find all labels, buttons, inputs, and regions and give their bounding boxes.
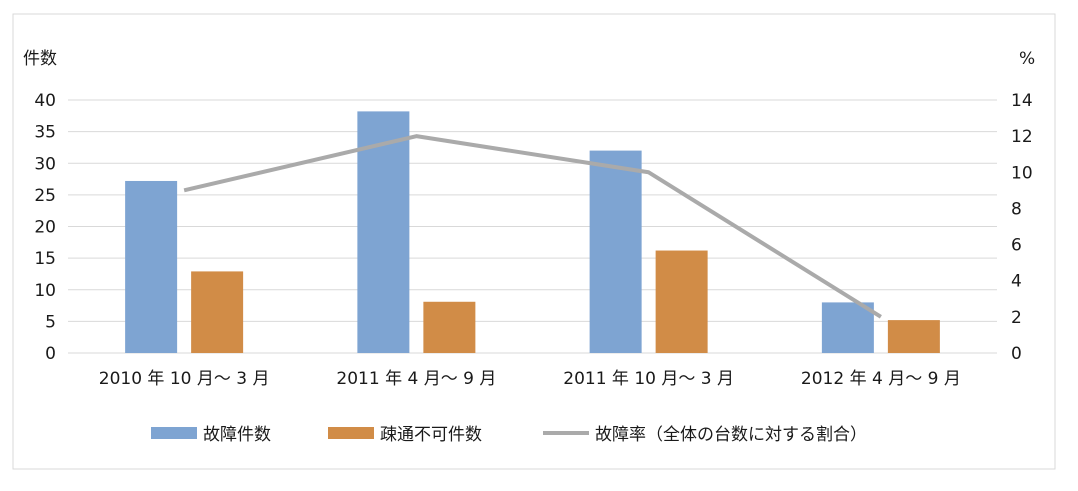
bar-failures: [357, 111, 410, 353]
y-left-tick-label: 0: [45, 344, 56, 364]
bar-unreachable: [887, 320, 940, 353]
y-left-tick-label: 20: [34, 218, 56, 238]
x-tick-label: 2011 年 4 月～ 9 月: [336, 369, 496, 389]
y-right-tick-label: 10: [1011, 163, 1033, 183]
y-left-tick-label: 40: [34, 91, 56, 111]
bar-failures: [821, 302, 874, 353]
y-left-tick-label: 25: [34, 186, 56, 206]
legend: 故障件数 疎通不可件数 故障率（全体の台数に対する割合）: [151, 425, 867, 445]
line-group: [183, 134, 882, 319]
y-left-tick-label: 30: [34, 154, 56, 174]
y-right-tick-label: 14: [1011, 91, 1033, 111]
y-right-tick-label: 2: [1011, 308, 1022, 328]
y-right-tick-label: 4: [1011, 272, 1022, 292]
y-left-tick-label: 10: [34, 281, 56, 301]
axes-group: 0 5 10 15 20 25 30 35 40 0 2 4 6 8 10 12 14 件数 % 2010 年 10 …: [23, 49, 1035, 389]
legend-swatch: [151, 427, 197, 439]
bar-failures: [125, 180, 178, 353]
y-right-axis-label: %: [1019, 49, 1035, 69]
y-left-tick-label: 35: [34, 123, 56, 143]
x-tick-label: 2011 年 10 月～ 3 月: [563, 369, 734, 389]
y-right-tick-label: 6: [1011, 236, 1022, 256]
legend-label: 故障率（全体の台数に対する割合）: [595, 425, 867, 445]
legend-label: 故障件数: [203, 425, 271, 445]
bar-failures: [589, 150, 642, 353]
bar-unreachable: [655, 250, 708, 353]
y-right-tick-label: 12: [1011, 127, 1033, 147]
legend-swatch: [328, 427, 374, 439]
y-left-tick-label: 5: [45, 312, 56, 332]
bar-unreachable: [191, 271, 244, 353]
failure-rate-line: [183, 134, 882, 319]
x-tick-label: 2012 年 4 月～ 9 月: [801, 369, 961, 389]
legend-label: 疎通不可件数: [380, 425, 482, 445]
chart-border: [12, 13, 1056, 470]
x-tick-label: 2010 年 10 月～ 3 月: [99, 369, 270, 389]
y-left-axis-label: 件数: [23, 49, 57, 69]
y-right-tick-label: 8: [1011, 199, 1022, 219]
bar-unreachable: [423, 301, 476, 353]
y-left-tick-label: 15: [34, 249, 56, 269]
bars-group: [125, 111, 940, 353]
y-right-tick-label: 0: [1011, 344, 1022, 364]
